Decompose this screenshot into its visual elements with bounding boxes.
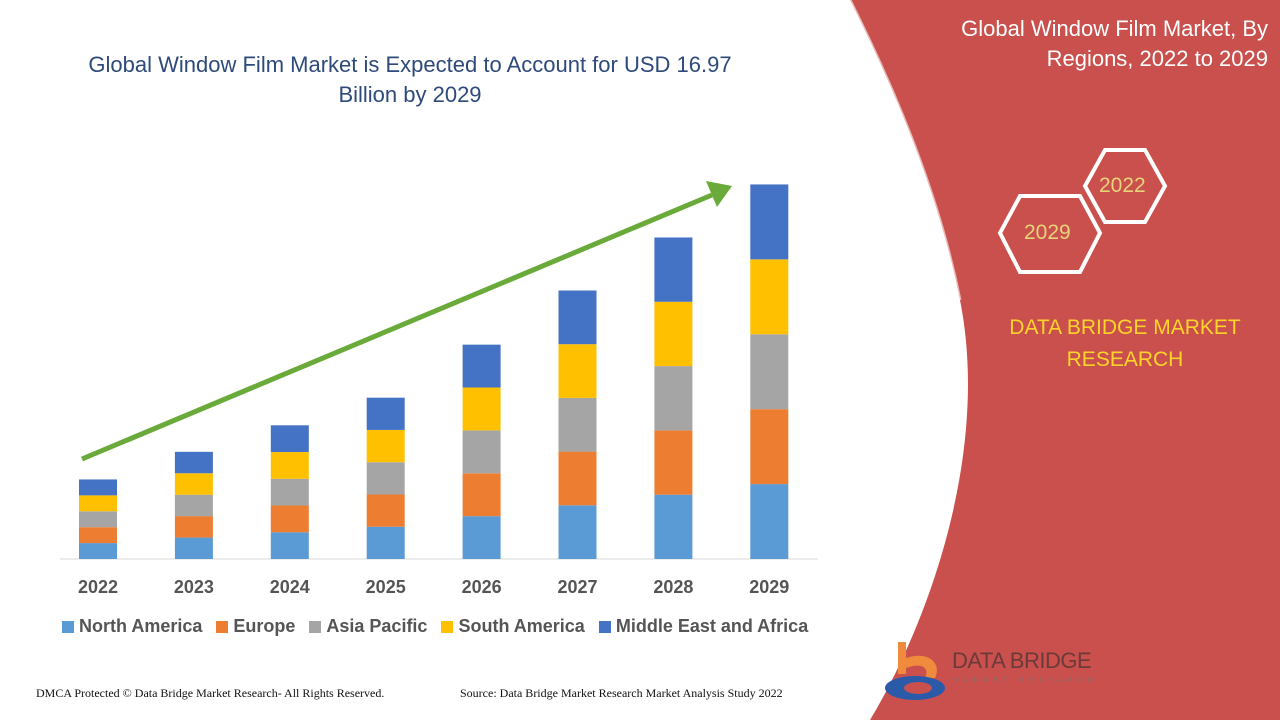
bar-2028-europe: [654, 430, 693, 495]
x-tick-label: 2025: [366, 577, 406, 597]
bar-2022-europe: [79, 527, 117, 544]
hexagon-2022: [1082, 148, 1168, 224]
legend-swatch: [598, 620, 611, 633]
bar-2028-middle-east-and-africa: [654, 237, 693, 302]
legend-label: South America: [458, 616, 585, 636]
bar-2029-europe: [750, 409, 789, 485]
bar-2029-north-america: [750, 484, 789, 559]
hex-label-2029: 2029: [1024, 221, 1071, 244]
bar-2026-south-america: [462, 387, 501, 431]
x-tick-label: 2028: [653, 577, 693, 597]
x-tick-label: 2024: [270, 577, 310, 597]
logo-text: DATA BRIDGE: [952, 648, 1092, 673]
logo-icon: [885, 642, 945, 700]
legend-label: Asia Pacific: [326, 616, 428, 636]
bar-2023-south-america: [174, 473, 213, 495]
bar-2027-south-america: [558, 344, 597, 398]
bar-2023-asia-pacific: [174, 494, 213, 517]
bar-2029-south-america: [750, 259, 789, 335]
legend-item: North America: [62, 616, 202, 637]
bar-2025-north-america: [366, 526, 405, 559]
bar-2028-asia-pacific: [654, 366, 693, 431]
legend: North America Europe Asia Pacific South Ame…: [62, 616, 808, 637]
bar-2023-middle-east-and-africa: [174, 451, 213, 474]
legend-label: North America: [79, 616, 203, 636]
bar-2026-asia-pacific: [462, 430, 501, 474]
side-panel: [850, 0, 1280, 720]
legend-item: Middle East and Africa: [598, 616, 809, 637]
legend-swatch: [216, 620, 229, 633]
x-tick-label: 2027: [557, 577, 597, 597]
legend-item: South America: [441, 616, 585, 637]
legend-item: Europe: [216, 616, 295, 637]
chart-title: Global Window Film Market is Expected to…: [88, 52, 732, 107]
bar-2029-middle-east-and-africa: [750, 184, 789, 260]
bar-2025-asia-pacific: [366, 462, 405, 495]
bar-2026-europe: [462, 473, 501, 517]
legend-swatch: [441, 620, 454, 633]
footer-source: Source: Data Bridge Market Research Mark…: [460, 686, 783, 700]
bar-2025-europe: [366, 494, 405, 527]
bar-2024-middle-east-and-africa: [270, 425, 309, 453]
side-panel-title: Global Window Film Market, By Regions, 2…: [961, 16, 1268, 71]
bar-2025-middle-east-and-africa: [366, 397, 405, 430]
bar-2023-north-america: [174, 537, 213, 559]
bar-2024-europe: [270, 505, 309, 533]
bar-2022-north-america: [79, 543, 117, 559]
bar-2028-north-america: [654, 494, 693, 559]
bar-2029-asia-pacific: [750, 334, 789, 410]
bar-2027-middle-east-and-africa: [558, 290, 597, 345]
bar-2023-europe: [174, 516, 213, 538]
x-tick-label: 2026: [462, 577, 502, 597]
bar-2026-north-america: [462, 516, 501, 559]
bar-2022-middle-east-and-africa: [79, 479, 117, 496]
bar-2026-middle-east-and-africa: [462, 344, 501, 388]
bar-2022-asia-pacific: [79, 511, 117, 528]
bar-2027-asia-pacific: [558, 397, 597, 452]
bar-2025-south-america: [366, 429, 405, 463]
bar-2028-south-america: [654, 301, 693, 367]
logo-subtext: MARKET RESEARCH: [953, 677, 1098, 684]
x-tick-label: 2022: [78, 577, 118, 597]
x-tick-label: 2023: [174, 577, 214, 597]
bar-2024-asia-pacific: [270, 478, 309, 506]
legend-item: Asia Pacific: [309, 616, 427, 637]
legend-swatch: [309, 620, 322, 633]
legend-swatch: [62, 620, 74, 633]
brand-name: DATA BRIDGE MARKET RESEARCH: [1009, 316, 1241, 371]
hexagon-2029: [997, 194, 1103, 274]
x-tick-label: 2029: [749, 577, 789, 597]
hex-label-2022: 2022: [1099, 174, 1146, 197]
bar-2027-north-america: [558, 505, 597, 559]
trend-arrow: [81, 181, 732, 462]
footer-copyright: DMCA Protected © Data Bridge Market Rese…: [36, 686, 385, 700]
bar-2022-south-america: [79, 495, 117, 512]
legend-label: Middle East and Africa: [615, 616, 809, 636]
bar-2024-south-america: [270, 452, 309, 479]
legend-label: Europe: [233, 616, 296, 636]
bar-2024-north-america: [270, 532, 309, 559]
bar-2027-europe: [558, 451, 597, 506]
